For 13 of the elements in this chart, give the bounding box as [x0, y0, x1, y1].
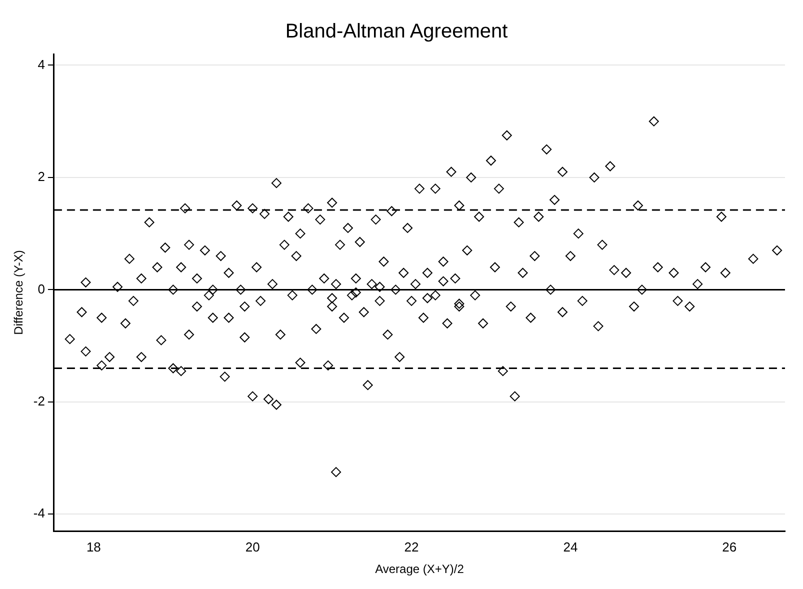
x-tick-label: 18: [86, 539, 101, 554]
x-tick-label: 26: [722, 539, 737, 554]
chart-title: Bland-Altman Agreement: [285, 20, 508, 43]
x-tick-label: 24: [563, 539, 578, 554]
x-axis-title: Average (X+Y)/2: [375, 562, 464, 576]
x-tick-label: 20: [245, 539, 260, 554]
y-tick-label: 2: [38, 169, 45, 184]
y-tick-label: 4: [38, 56, 45, 72]
y-axis-title: Difference (Y-X): [12, 250, 26, 335]
y-tick-label: 0: [38, 281, 45, 296]
x-tick-label: 22: [404, 539, 419, 554]
y-tick-label: -2: [33, 394, 45, 409]
y-tick-label: -4: [33, 506, 45, 521]
